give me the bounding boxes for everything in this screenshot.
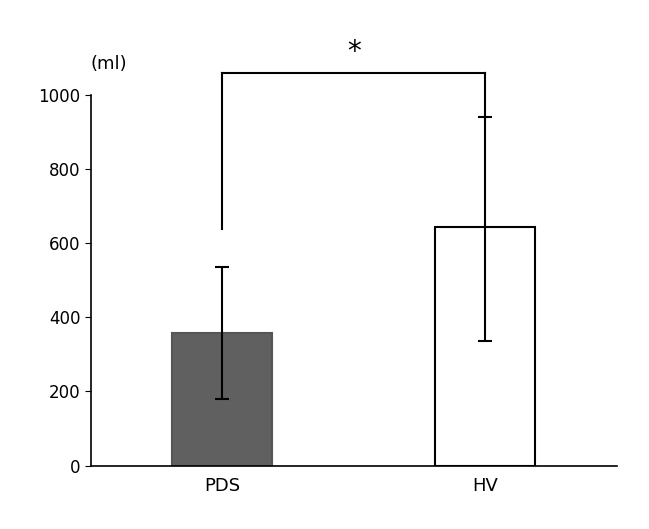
Bar [173,333,272,466]
Text: (ml): (ml) [91,55,127,73]
Text: *: * [347,38,361,66]
Bar [435,226,535,466]
